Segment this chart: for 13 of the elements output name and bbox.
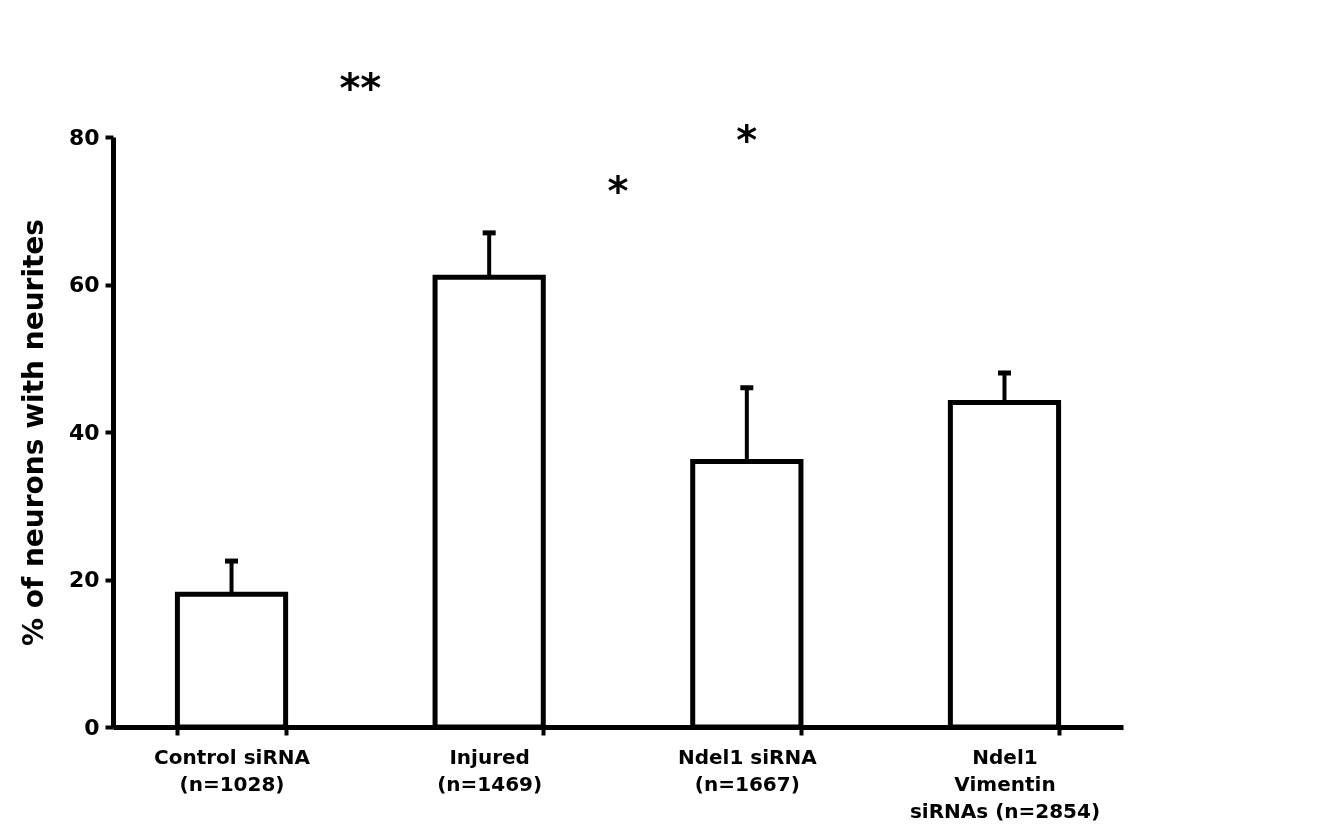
y-tick-label: 40	[68, 419, 100, 445]
x-tick-label: Ndel1 Vimentin siRNAs (n=2854)	[909, 744, 1101, 823]
x-tick-label: Control siRNA (n=1028)	[154, 744, 311, 796]
y-tick-label: 20	[68, 567, 100, 592]
annotation: *	[736, 117, 758, 163]
text: **	[339, 65, 382, 111]
y-tick-label: 60	[68, 272, 100, 297]
y-tick-label: 0	[84, 714, 100, 740]
y-axis-title: % of neurons with neurites	[16, 218, 50, 647]
annotation: *	[607, 168, 629, 214]
x-tick-label: Injured (n=1469)	[437, 744, 543, 796]
x-tick-label: Ndel1 siRNA (n=1667)	[677, 744, 818, 796]
y-tick-label: 80	[68, 124, 100, 150]
